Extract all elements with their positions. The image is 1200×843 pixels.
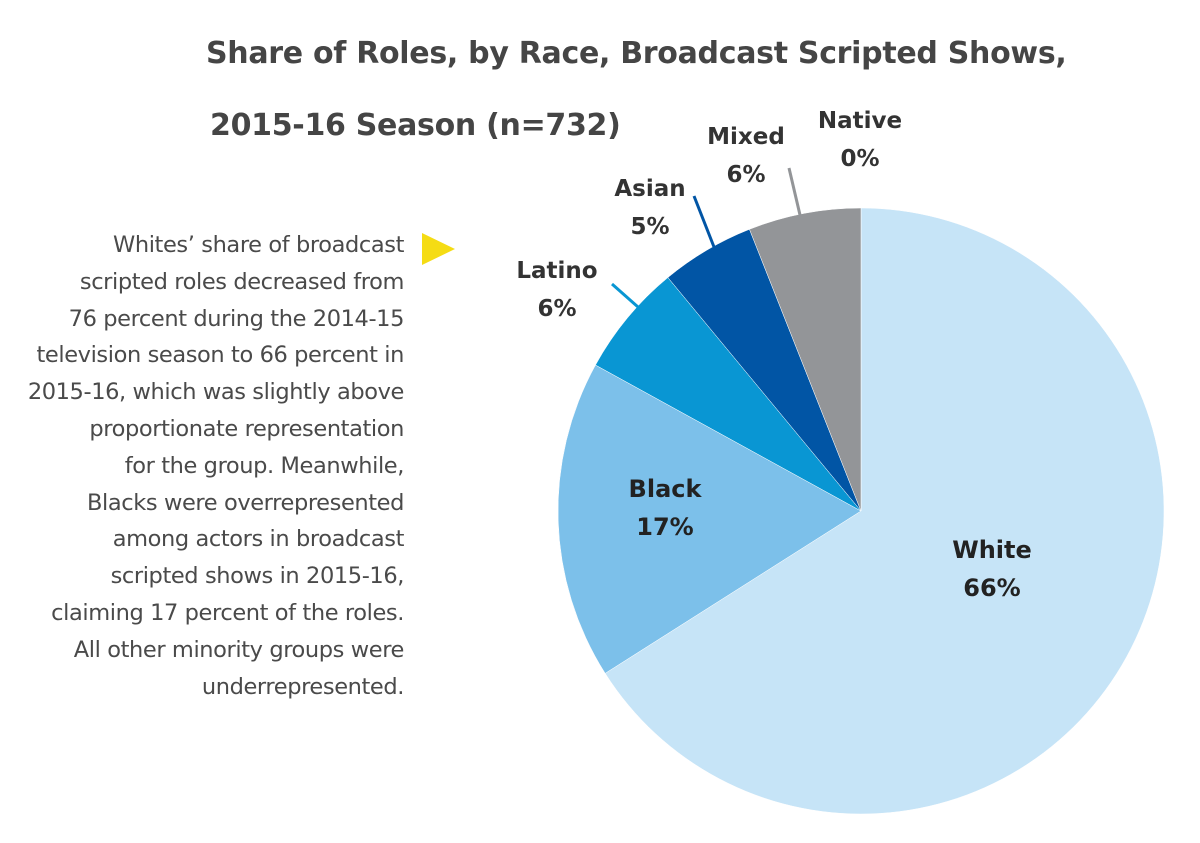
triangle-right-icon-graphic bbox=[422, 233, 455, 265]
leader-line-asian bbox=[692, 195, 716, 248]
slice-value-label-asian: 5% bbox=[630, 214, 669, 240]
slice-name-label-asian: Asian bbox=[614, 176, 685, 202]
pie-slice-black bbox=[557, 364, 862, 674]
chart-caption: Whites’ share of broadcast scripted roles… bbox=[0, 227, 405, 705]
caption-line: proportionate representation bbox=[89, 415, 404, 442]
leader-line-latino bbox=[611, 282, 639, 309]
caption-line: 2015-16, which was slightly above bbox=[27, 379, 405, 406]
caption-line: claiming 17 percent of the roles. bbox=[51, 599, 404, 626]
caption-line: Blacks were overrepresented bbox=[87, 489, 404, 516]
slice-name-label-white: White bbox=[952, 536, 1032, 564]
chart-title-line-1: Share of Roles, by Race, Broadcast Scrip… bbox=[206, 36, 1067, 71]
caption-line: scripted roles decreased from bbox=[79, 268, 405, 295]
slice-value-label-black: 17% bbox=[636, 513, 693, 541]
slice-name-label-black: Black bbox=[629, 475, 703, 503]
leader-line-mixed bbox=[787, 167, 802, 216]
pie-slice-white bbox=[604, 207, 1165, 815]
caption-line: Whites’ share of broadcast bbox=[113, 232, 404, 258]
slice-value-label-mixed: 6% bbox=[726, 162, 765, 188]
slice-value-label-latino: 6% bbox=[537, 296, 576, 322]
pie-slice-mixed bbox=[749, 207, 862, 512]
chart-title: Share of Roles, by Race, Broadcast Scrip… bbox=[206, 18, 1067, 162]
slice-name-label-mixed: Mixed bbox=[707, 124, 785, 150]
caption-line: among actors in broadcast bbox=[112, 526, 405, 553]
caption-line: underrepresented. bbox=[201, 673, 405, 700]
caption-line: for the group. Meanwhile, bbox=[124, 452, 405, 479]
caption-line: television season to 66 percent in bbox=[36, 342, 405, 369]
triangle-right-icon-shape bbox=[422, 233, 455, 265]
chart-title-line-2: 2015-16 Season (n=732) bbox=[210, 108, 621, 143]
slice-value-label-native: 0% bbox=[840, 146, 879, 172]
slice-name-label-native: Native bbox=[818, 108, 902, 134]
triangle-right-icon bbox=[420, 232, 456, 272]
caption-line: 76 percent during the 2014-15 bbox=[68, 305, 405, 332]
slice-name-label-latino: Latino bbox=[516, 258, 597, 284]
caption-line: scripted shows in 2015-16, bbox=[110, 563, 405, 590]
caption-line: All other minority groups were bbox=[73, 636, 405, 663]
slice-value-label-white: 66% bbox=[963, 574, 1020, 602]
